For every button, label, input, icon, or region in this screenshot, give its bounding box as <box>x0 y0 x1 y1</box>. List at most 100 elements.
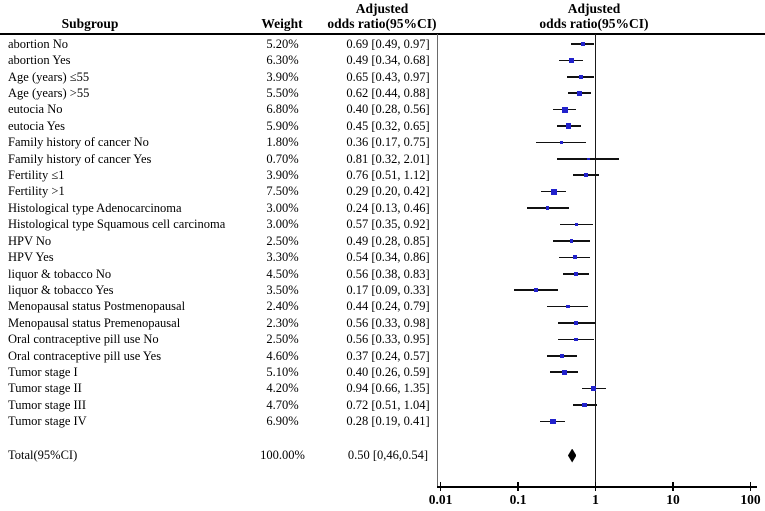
row-label: Tumor stage III <box>8 397 87 412</box>
row-label: Tumor stage IV <box>8 414 87 429</box>
x-axis-tick <box>672 481 674 491</box>
row-or-value: 0.65 [0.43, 0.97] <box>346 69 430 84</box>
row-label: Menopausal status Postmenopausal <box>8 299 186 314</box>
row-or-value: 0.40 [0.28, 0.56] <box>346 102 430 117</box>
or-marker <box>580 41 586 47</box>
row-or-value: 0.57 [0.35, 0.92] <box>346 217 430 232</box>
x-axis-tick <box>594 481 597 491</box>
row-weight: 3.30% <box>266 250 299 265</box>
or-marker <box>561 106 568 113</box>
row-weight: 1.80% <box>266 135 299 150</box>
row-or-value: 0.17 [0.09, 0.33] <box>346 282 430 297</box>
row-or-value: 0.49 [0.28, 0.85] <box>346 233 430 248</box>
total-label: Total(95%CI) <box>8 448 78 463</box>
row-or-value: 0.72 [0.51, 1.04] <box>346 397 430 412</box>
x-axis-tick-label: 0.01 <box>428 491 453 507</box>
row-label: Menopausal status Premenopausal <box>8 315 181 330</box>
row-label: eutocia Yes <box>8 118 65 133</box>
row-label: abortion Yes <box>8 53 71 68</box>
x-axis-tick <box>439 481 442 491</box>
or-marker <box>559 140 563 144</box>
row-label: liquor & tobacco No <box>8 266 112 281</box>
or-marker <box>568 57 575 64</box>
row-weight: 4.70% <box>266 397 299 412</box>
header-divider-line <box>0 33 765 35</box>
or-marker <box>550 188 557 195</box>
row-weight: 4.60% <box>266 348 299 363</box>
row-or-value: 0.24 [0.13, 0.46] <box>346 200 430 215</box>
row-label: Oral contraceptive pill use No <box>8 332 159 347</box>
reference-line-or-1 <box>595 34 597 487</box>
x-axis-line <box>437 486 757 488</box>
or-marker <box>582 402 587 408</box>
row-or-value: 0.28 [0.19, 0.41] <box>346 414 430 429</box>
row-weight: 2.40% <box>266 299 299 314</box>
adjusted-or-header-line2: odds ratio(95%CI) <box>327 15 437 31</box>
row-or-value: 0.56 [0.33, 0.95] <box>346 332 430 347</box>
or-marker <box>584 173 589 178</box>
row-label: HPV No <box>8 233 52 248</box>
row-label: eutocia No <box>8 102 63 117</box>
row-label: Histological type Squamous cell carcinom… <box>8 217 226 232</box>
row-or-value: 0.45 [0.32, 0.65] <box>346 118 430 133</box>
or-marker <box>573 271 579 276</box>
row-weight: 3.00% <box>266 217 299 232</box>
row-or-value: 0.56 [0.38, 0.83] <box>346 266 430 281</box>
row-weight: 2.30% <box>266 315 299 330</box>
row-label: Fertility >1 <box>8 184 65 199</box>
row-label: Oral contraceptive pill use Yes <box>8 348 162 363</box>
or-marker <box>574 337 578 342</box>
row-label: Family history of cancer Yes <box>8 151 152 166</box>
row-or-value: 0.94 [0.66, 1.35] <box>346 381 430 396</box>
row-weight: 3.90% <box>266 69 299 84</box>
plot-header-line2: odds ratio(95%CI) <box>539 15 649 31</box>
or-marker <box>569 239 574 243</box>
row-weight: 6.30% <box>266 53 299 68</box>
row-weight: 3.00% <box>266 200 299 215</box>
row-label: Age (years) >55 <box>8 86 90 101</box>
row-label: Tumor stage I <box>8 365 78 379</box>
or-marker <box>574 321 578 325</box>
x-axis-tick <box>517 481 519 491</box>
or-marker <box>578 74 584 79</box>
row-or-value: 0.49 [0.34, 0.68] <box>346 53 430 68</box>
or-marker <box>562 369 568 375</box>
row-label: Age (years) ≤55 <box>8 69 90 84</box>
row-label: abortion No <box>8 36 69 51</box>
x-axis-tick-label: 100 <box>740 491 761 507</box>
or-marker <box>574 222 579 227</box>
row-weight: 5.20% <box>266 36 299 51</box>
or-marker <box>576 90 582 96</box>
row-or-value: 0.69 [0.49, 0.97] <box>346 36 430 51</box>
row-label: HPV Yes <box>8 250 54 265</box>
adjusted-or-header-line1: Adjusted <box>355 1 409 16</box>
column-header-weight: Weight <box>261 16 303 31</box>
or-marker <box>533 288 538 293</box>
row-weight: 7.50% <box>266 184 299 199</box>
or-marker <box>587 157 590 161</box>
row-weight: 3.50% <box>266 282 299 297</box>
row-or-value: 0.54 [0.34, 0.86] <box>346 250 430 265</box>
x-axis-tick <box>749 481 752 491</box>
x-axis-tick-label: 1 <box>592 491 599 507</box>
column-header-subgroup: Subgroup <box>61 16 119 31</box>
row-weight: 3.90% <box>266 168 299 183</box>
column-header-adjusted-or-plot: Adjusted odds ratio(95%CI) <box>519 1 669 31</box>
row-weight: 0.70% <box>266 151 299 166</box>
x-axis-tick-label: 10 <box>666 491 680 507</box>
row-label: Tumor stage II <box>8 381 82 396</box>
row-label: Fertility ≤1 <box>8 168 65 183</box>
row-label: liquor & tobacco Yes <box>8 282 114 297</box>
total-weight: 100.00% <box>260 448 305 463</box>
row-weight: 6.90% <box>266 414 299 429</box>
row-weight: 6.80% <box>266 102 299 117</box>
row-or-value: 0.76 [0.51, 1.12] <box>346 168 430 183</box>
row-or-value: 0.40 [0.26, 0.59] <box>346 365 430 379</box>
or-marker <box>549 418 556 425</box>
or-marker <box>566 123 572 129</box>
column-header-adjusted-or-text: Adjusted odds ratio(95%CI) <box>312 1 452 31</box>
total-or-value: 0.50 [0,46,0.54] <box>347 448 429 463</box>
row-or-value: 0.36 [0.17, 0.75] <box>346 135 430 150</box>
or-marker <box>559 353 565 359</box>
